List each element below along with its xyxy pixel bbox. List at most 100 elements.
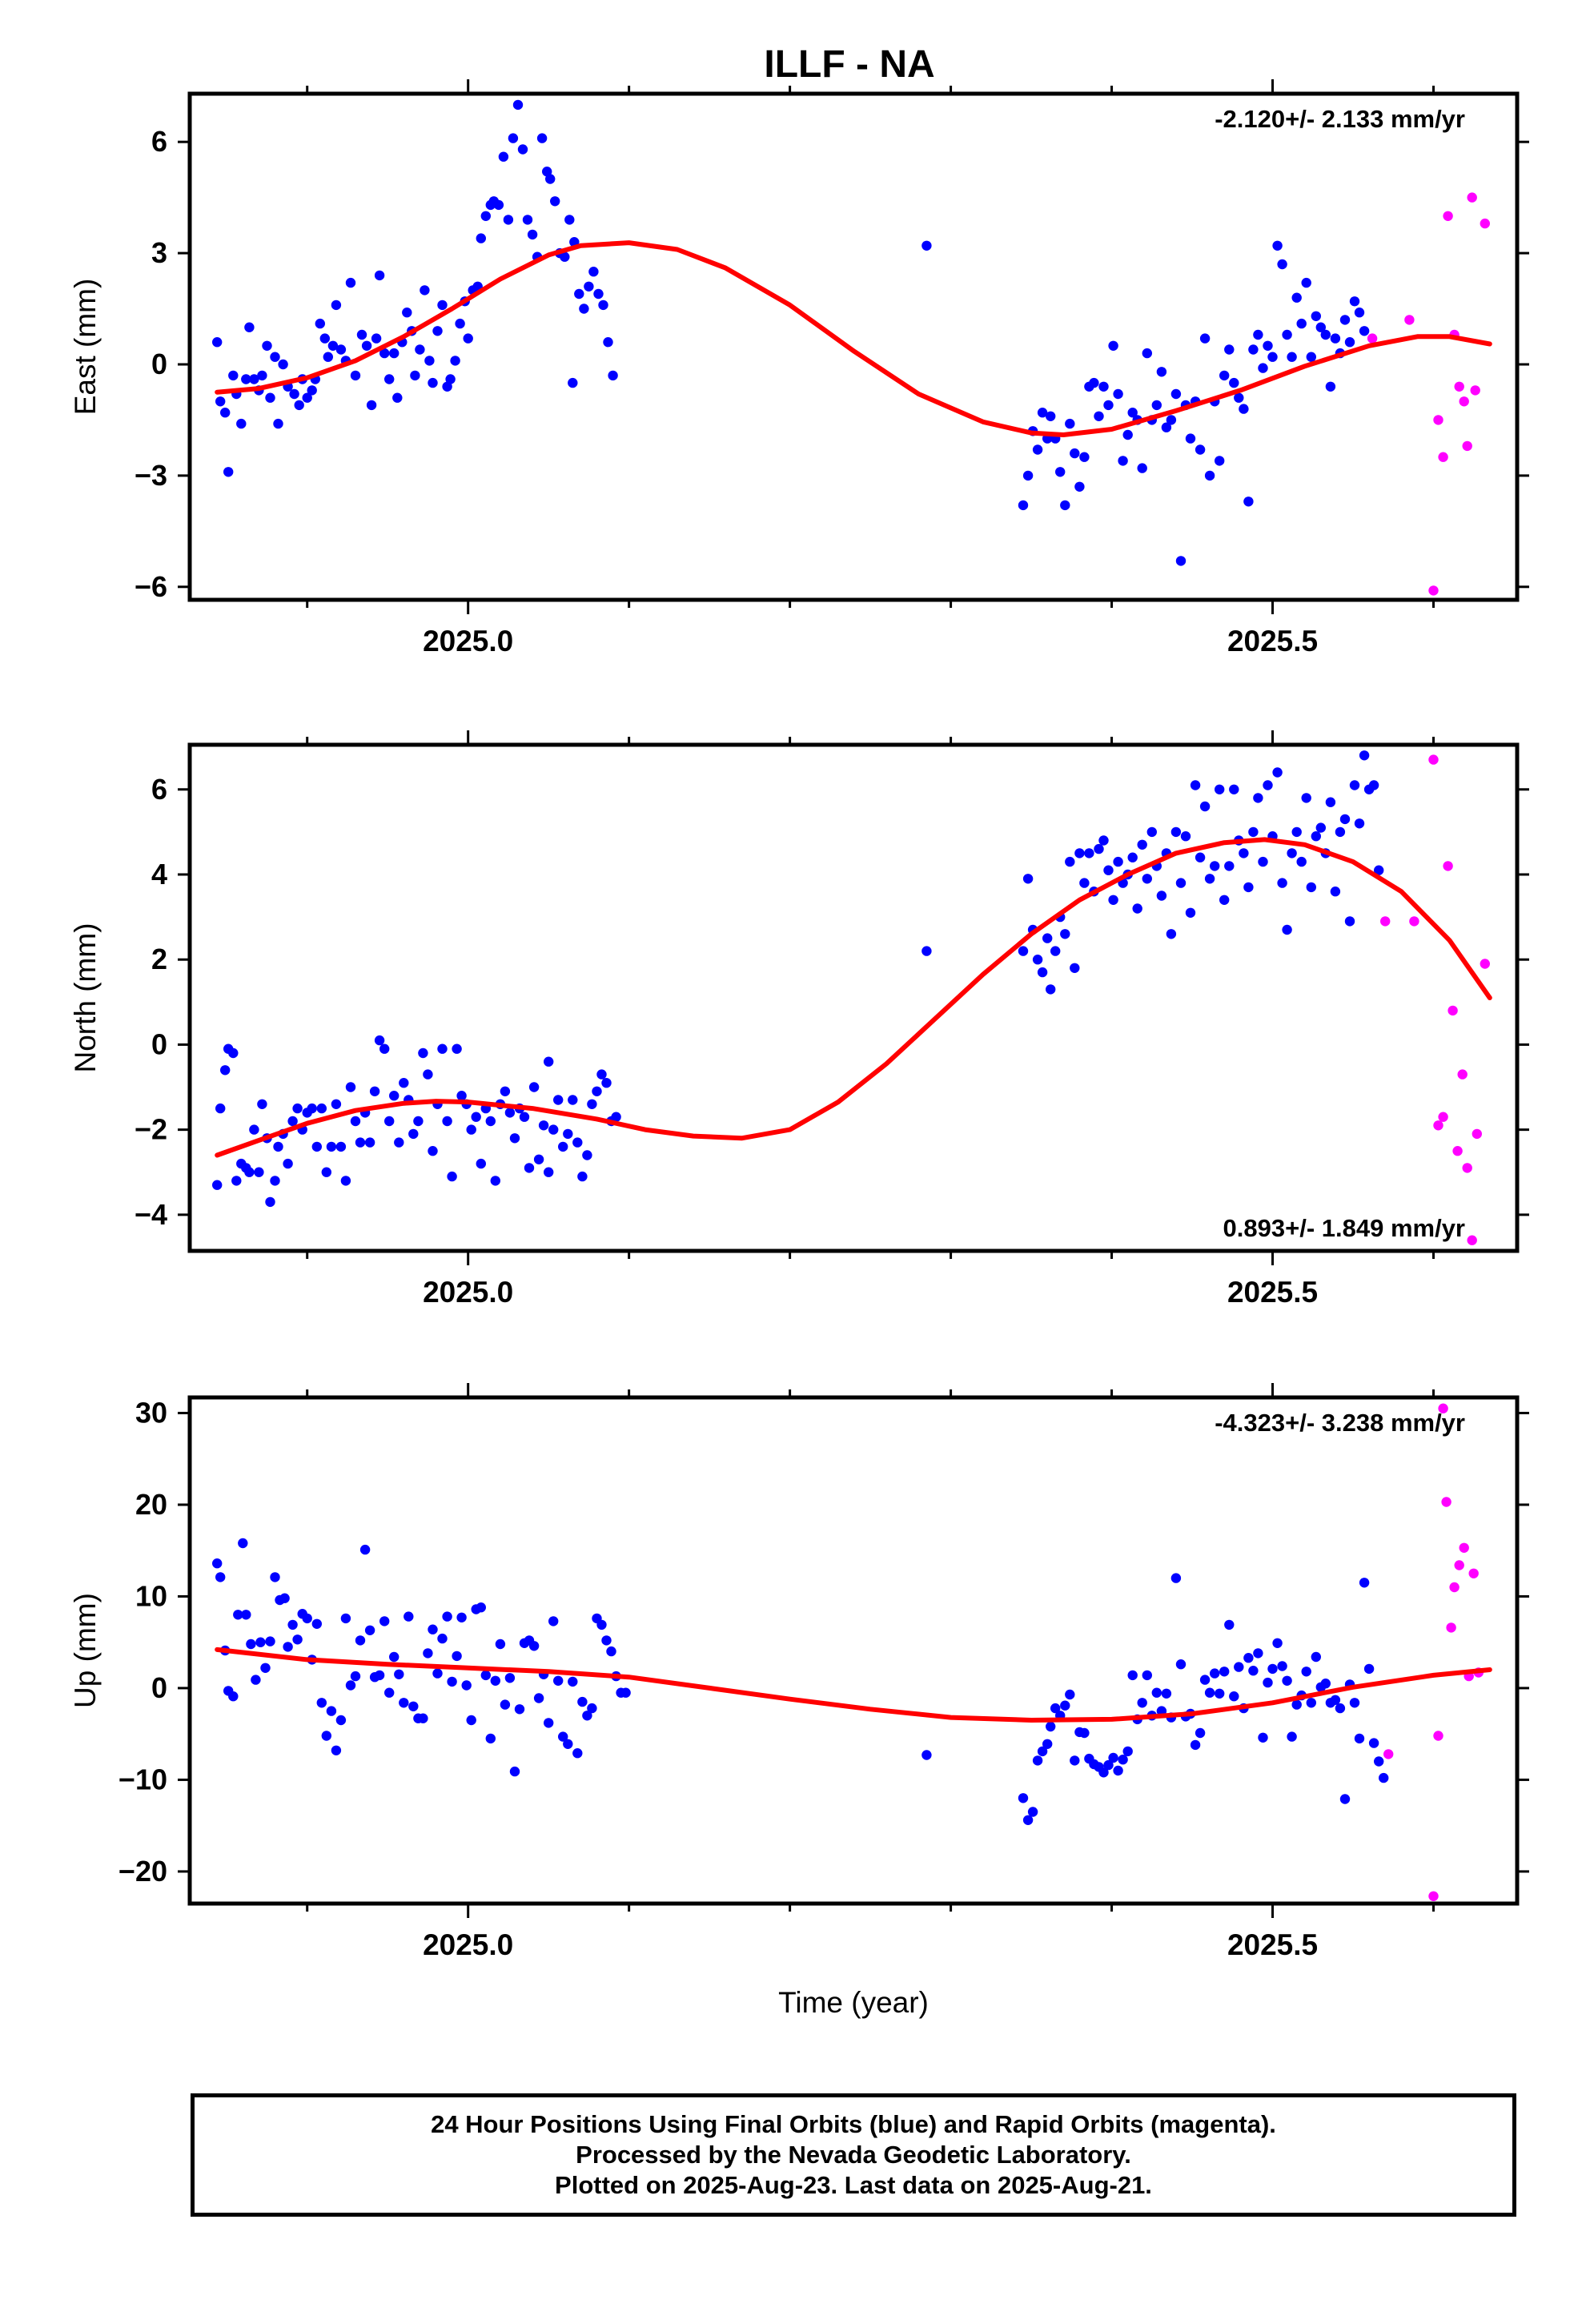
final-point	[524, 1163, 535, 1173]
final-point	[1050, 946, 1061, 956]
final-point	[596, 1069, 607, 1080]
final-point	[1296, 856, 1307, 867]
rapid-point	[1433, 415, 1443, 425]
final-point	[544, 1056, 554, 1067]
final-point	[568, 1095, 578, 1105]
rapid-point	[1446, 1622, 1456, 1633]
y-tick-label: 30	[135, 1396, 167, 1429]
plot-frame	[187, 1395, 1520, 1906]
final-point	[1156, 891, 1167, 901]
final-point	[1215, 456, 1225, 466]
final-point	[447, 1171, 457, 1182]
final-point	[596, 1619, 607, 1630]
final-point	[921, 946, 932, 956]
final-point	[1175, 878, 1186, 888]
final-point	[1354, 818, 1365, 829]
final-point	[1098, 381, 1109, 392]
final-point	[1199, 801, 1211, 812]
final-point	[577, 1696, 588, 1707]
final-point	[379, 348, 390, 359]
final-point	[1042, 1739, 1053, 1749]
rate-label: -4.323+/- 3.238 mm/yr	[1215, 1409, 1465, 1437]
final-point	[563, 1128, 573, 1140]
final-point	[392, 392, 403, 403]
final-point	[1190, 780, 1201, 790]
final-point	[1113, 856, 1123, 867]
final-point	[568, 377, 578, 388]
rapid-point	[1447, 1005, 1458, 1016]
final-point	[1161, 422, 1172, 432]
final-point	[366, 400, 377, 411]
final-point	[579, 304, 589, 314]
final-point	[514, 1704, 525, 1715]
final-point	[582, 1711, 592, 1721]
final-orbit-series	[212, 99, 1370, 566]
final-point	[423, 1069, 433, 1080]
final-point	[603, 337, 613, 348]
final-point	[1349, 780, 1360, 790]
final-point	[1042, 933, 1053, 943]
final-point	[500, 1086, 511, 1097]
final-point	[476, 233, 486, 243]
final-point	[608, 370, 618, 381]
final-point	[1229, 784, 1239, 794]
plot-data	[212, 99, 1492, 596]
final-point	[273, 1141, 283, 1152]
final-point	[1108, 1752, 1118, 1763]
fit-curve	[215, 837, 1492, 1158]
final-point	[1243, 882, 1254, 893]
final-point	[593, 288, 604, 300]
final-point	[1084, 848, 1094, 858]
final-point	[1306, 352, 1317, 362]
final-point	[374, 1035, 385, 1046]
final-point	[1210, 861, 1220, 871]
final-point	[1315, 822, 1327, 833]
final-point	[1215, 1688, 1225, 1699]
final-point	[1046, 411, 1056, 421]
final-point	[1032, 1755, 1043, 1766]
final-point	[1070, 963, 1080, 974]
final-point	[364, 1625, 375, 1636]
x-tick-label: 2025.5	[1227, 1276, 1318, 1309]
final-point	[1339, 315, 1351, 325]
final-point	[437, 300, 448, 311]
final-point	[1344, 337, 1355, 348]
rapid-point	[1470, 385, 1480, 396]
final-point	[442, 381, 452, 392]
rapid-point	[1452, 1146, 1463, 1156]
final-point	[452, 1043, 462, 1054]
final-point	[265, 1636, 275, 1647]
final-point	[1234, 392, 1244, 403]
final-point	[1027, 1807, 1038, 1817]
final-point	[249, 1124, 259, 1135]
final-point	[1199, 333, 1211, 344]
final-point	[1315, 322, 1327, 332]
final-point	[1243, 1653, 1254, 1663]
x-tick-label: 2025.5	[1227, 1928, 1318, 1961]
final-point	[1060, 929, 1070, 939]
final-point	[394, 1137, 404, 1148]
final-point	[1132, 903, 1142, 914]
final-point	[1037, 408, 1048, 418]
final-point	[503, 215, 514, 225]
caption-line-2: Processed by the Nevada Geodetic Laborat…	[576, 2141, 1131, 2169]
final-point	[1258, 363, 1268, 373]
final-point	[1287, 1731, 1297, 1742]
final-point	[1037, 967, 1048, 978]
final-point	[1195, 444, 1206, 455]
final-point	[1301, 1667, 1311, 1677]
final-point	[1282, 1675, 1292, 1686]
final-point	[1239, 848, 1249, 858]
rapid-point	[1428, 754, 1439, 765]
caption-line-1: 24 Hour Positions Using Final Orbits (bl…	[431, 2110, 1276, 2138]
final-point	[1103, 865, 1114, 875]
final-point	[1032, 955, 1043, 965]
final-point	[1320, 1679, 1331, 1689]
final-point	[379, 1616, 390, 1626]
final-point	[1204, 874, 1215, 884]
final-point	[461, 1680, 472, 1691]
y-tick-label: 6	[151, 773, 167, 806]
final-point	[582, 1150, 592, 1160]
final-point	[1151, 1687, 1162, 1698]
final-point	[548, 1124, 559, 1135]
